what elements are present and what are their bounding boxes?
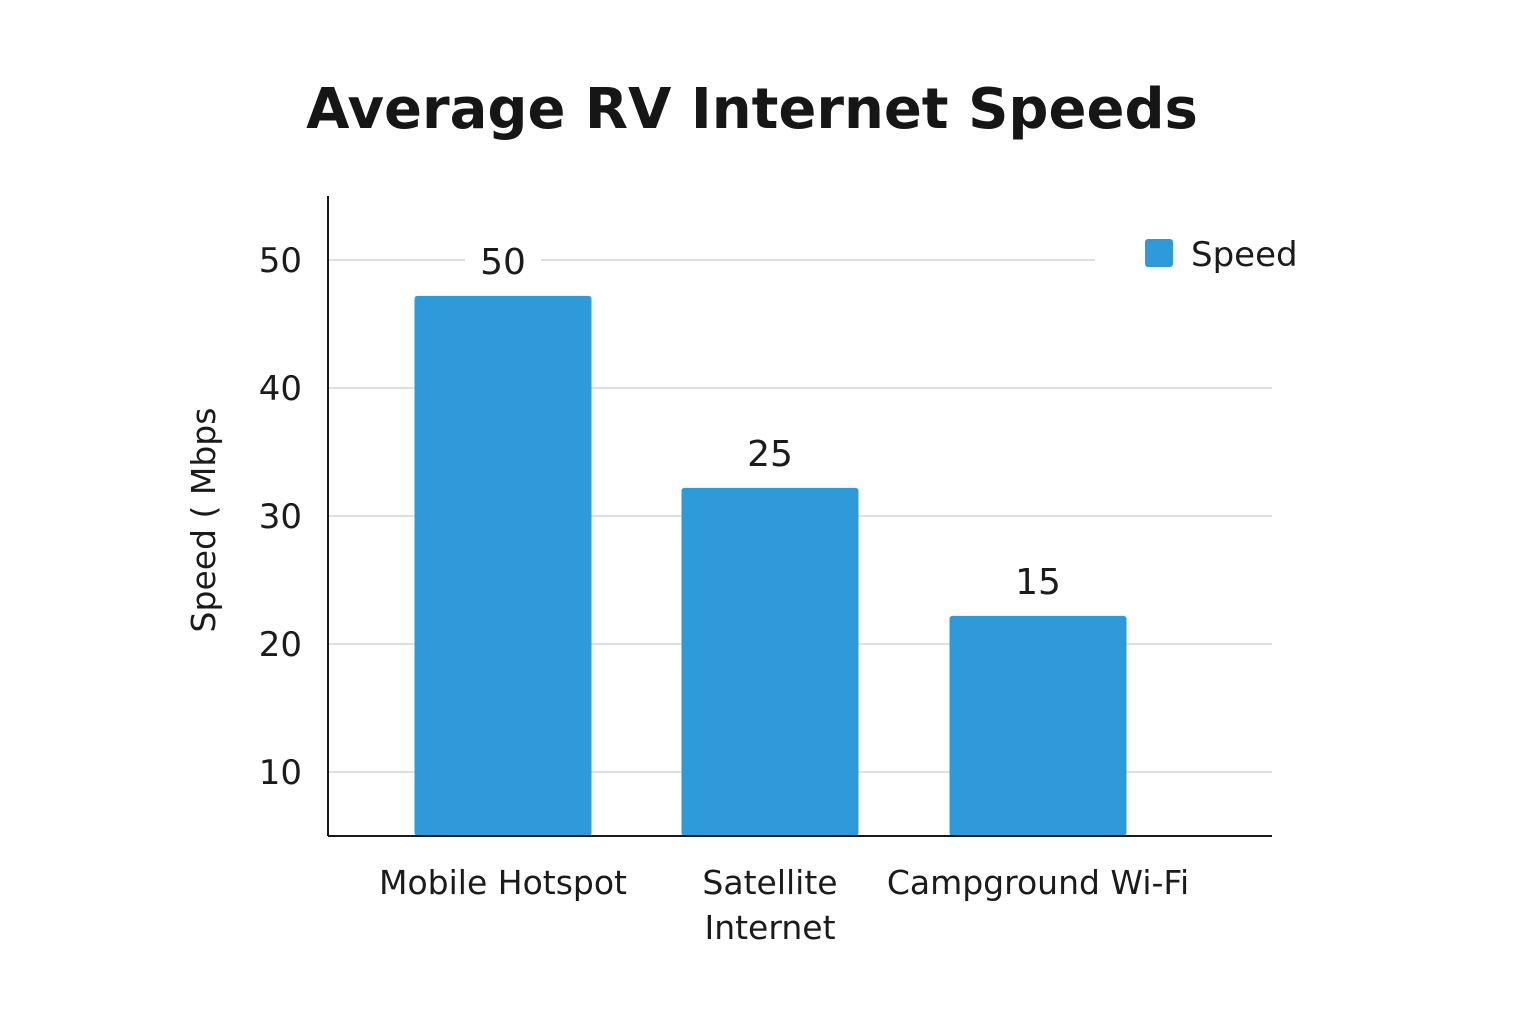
y-tick-label: 10	[259, 753, 302, 793]
y-tick-label: 50	[259, 241, 302, 281]
y-tick-label: 30	[259, 497, 302, 537]
data-label: 15	[1015, 562, 1061, 603]
data-label-background	[1000, 557, 1076, 604]
x-tick-label: Internet	[704, 908, 835, 947]
x-tick-label: Mobile Hotspot	[379, 863, 627, 902]
legend: Speed	[1095, 225, 1325, 285]
y-tick-label: 20	[259, 625, 302, 665]
bars	[414, 295, 1127, 837]
x-tick-label: Satellite	[702, 863, 837, 902]
x-tick-label: Campground Wi-Fi	[887, 863, 1189, 902]
labels: 10 20 30 40 50 50 Mobile Hotspot 25 Satellite Int…	[259, 237, 1189, 947]
y-axis-label: Speed ( Mbps	[184, 408, 223, 633]
data-label: 50	[480, 242, 526, 283]
bar-2	[949, 615, 1127, 836]
bar-1	[681, 487, 859, 836]
bar-0	[414, 295, 592, 837]
data-label-background	[732, 429, 808, 476]
chart-title: Average RV Internet Speeds	[306, 77, 1198, 142]
data-label-background	[465, 237, 541, 284]
legend-background	[1095, 225, 1325, 285]
y-tick-label: 40	[259, 369, 302, 409]
legend-label: Speed	[1191, 235, 1298, 275]
legend-swatch	[1145, 239, 1173, 267]
data-label: 25	[747, 434, 793, 475]
axes	[327, 196, 1272, 837]
